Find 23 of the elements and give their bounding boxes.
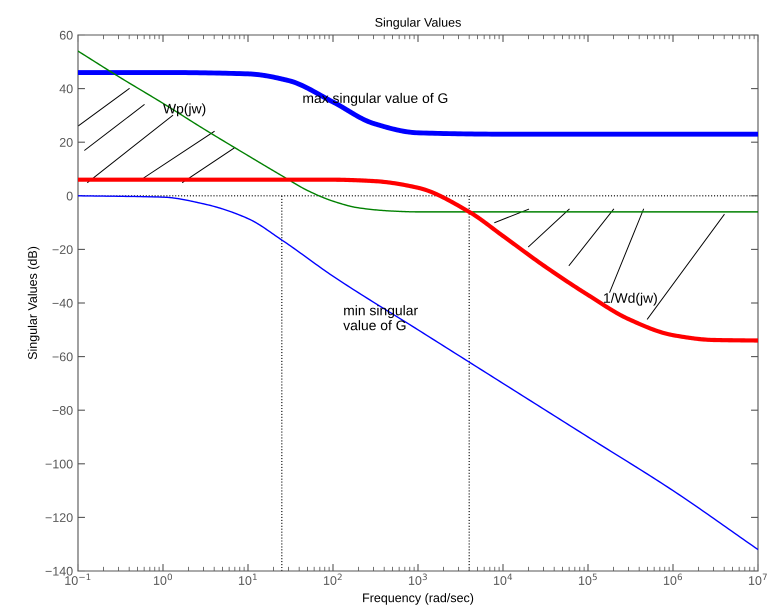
y-tick-label: −40 [52,298,73,308]
x-tick-label: 10$^{1}$ [238,574,257,585]
x-tick-label: 10$^{6}$ [664,574,682,585]
y-tick-label: −20 [52,245,73,254]
x-tick-label: 10$^{2}$ [324,574,342,585]
x-tick-label: 10$^{4}$ [494,574,512,585]
y-tick-label: 0 [66,192,73,200]
y-tick-label: 60 [60,30,73,40]
x-tick-label: 10$^{5}$ [578,574,597,585]
x-tick-label: 10$^{3}$ [408,574,427,585]
chart-title: Singular Values [375,18,461,30]
y-tick-label: −140 [46,566,73,576]
annotation: 1/Wd(jw) [604,292,657,306]
y-tick-label: −100 [46,460,73,468]
x-tick-label: 10$^{7}$ [748,574,767,585]
y-tick-label: −80 [52,406,73,415]
y-tick-label: 40 [60,84,73,94]
y-tick-label: −60 [52,352,73,362]
y-tick-label: −120 [46,513,73,522]
x-tick-label: 10$^{0}$ [154,574,172,585]
x-axis-title: Frequency (rad/sec) [363,593,474,605]
y-tick-label: 20 [60,138,73,147]
y-axis-title: Singular Values (dB) [28,246,40,360]
